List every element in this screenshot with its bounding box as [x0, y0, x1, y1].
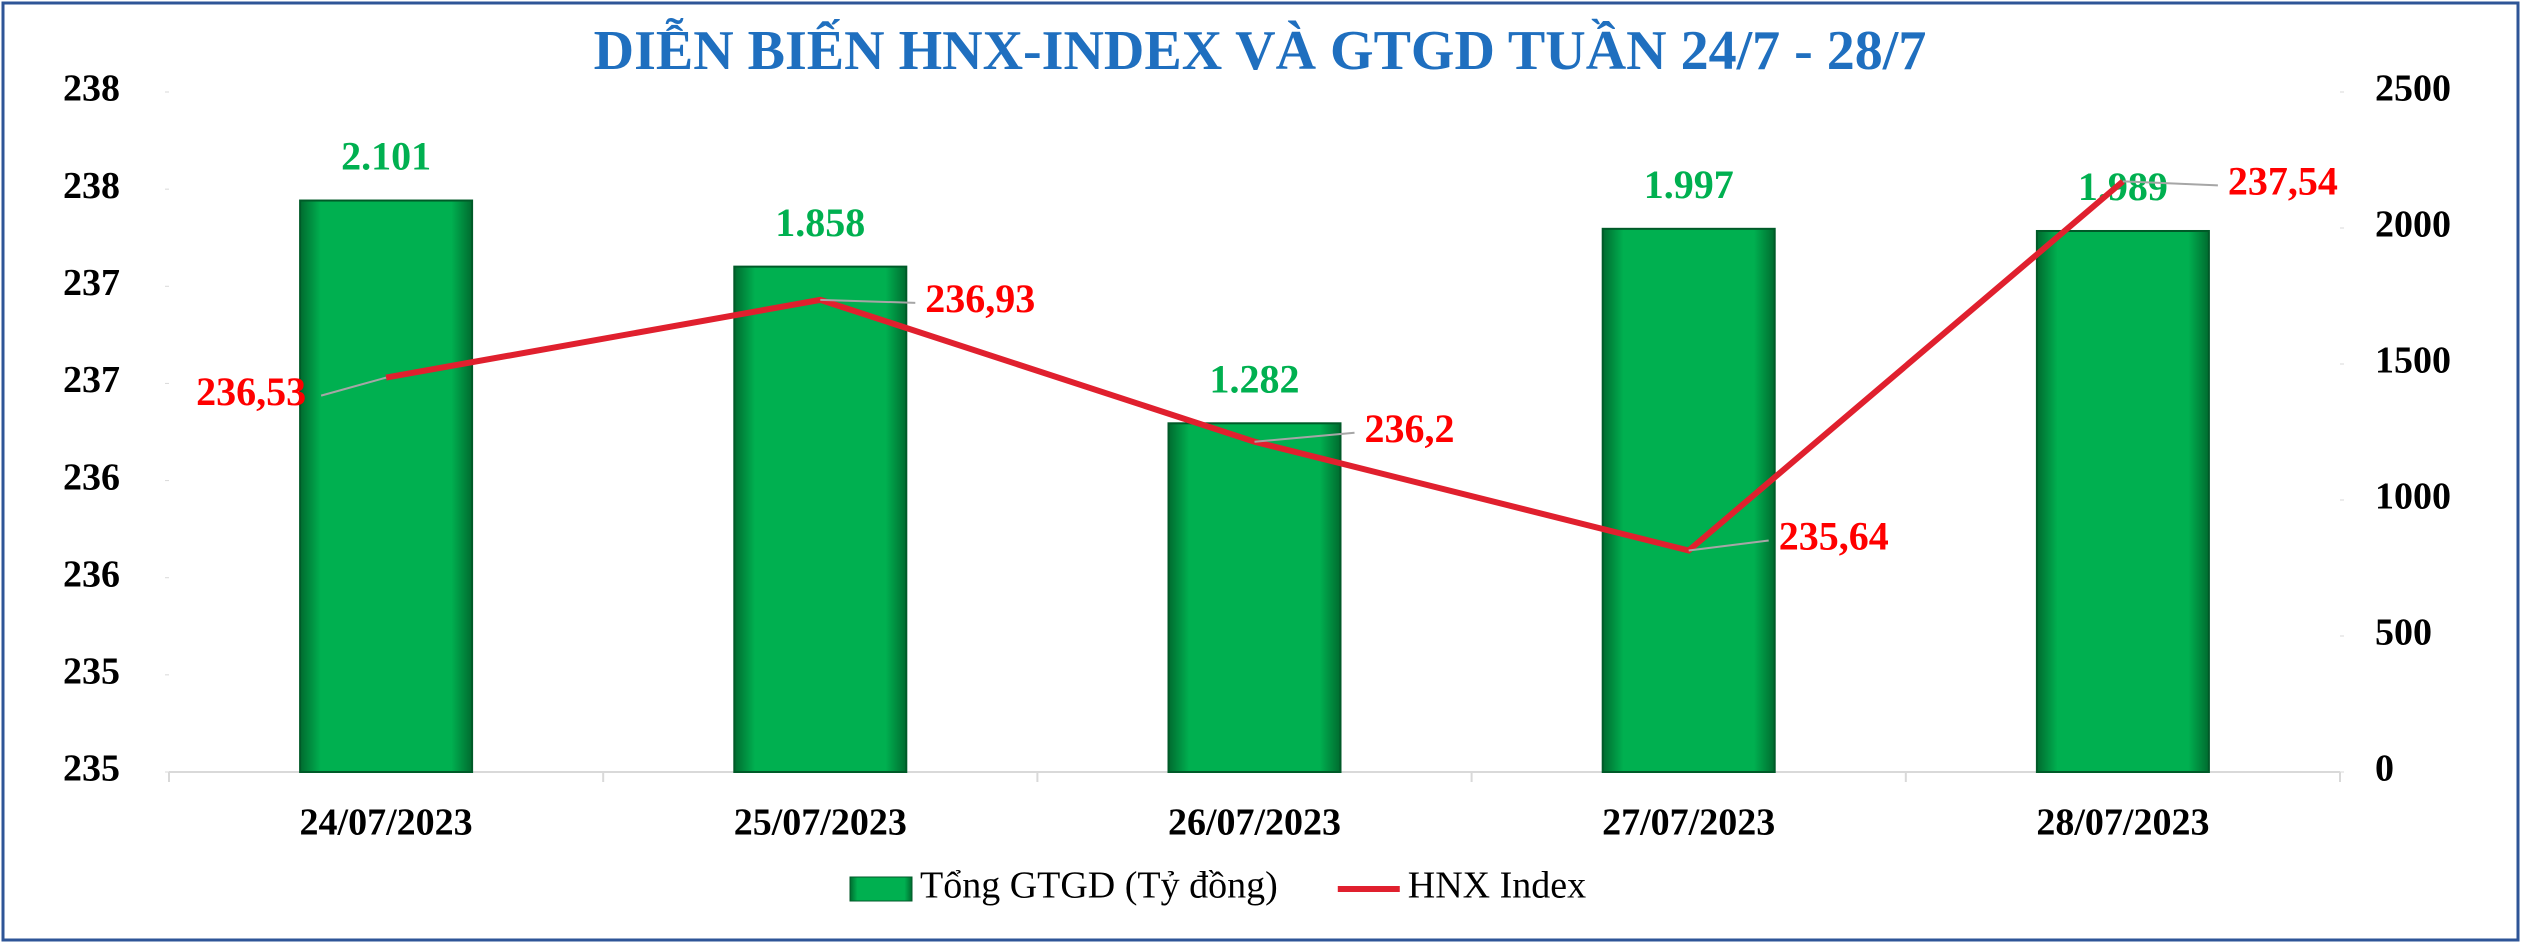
- legend-label: HNX Index: [1408, 865, 1586, 907]
- y-tick-label: 237: [63, 359, 120, 401]
- y-tick-label: 235: [63, 748, 120, 790]
- leader-line: [820, 298, 916, 304]
- line-value-label: 236,93: [925, 276, 1035, 321]
- chart-title: DIỄN BIẾN HNX-INDEX VÀ GTGD TUẦN 24/7 - …: [594, 17, 1927, 82]
- x-tick-label: 27/07/2023: [1602, 802, 1775, 844]
- y-tick-label: 236: [63, 456, 120, 498]
- y2-tick-label: 2000: [2375, 204, 2451, 246]
- line-value-label: 235,64: [1779, 514, 1889, 559]
- leader-line: [2122, 180, 2218, 187]
- leader-line: [1254, 431, 1355, 443]
- x-tick-label: 24/07/2023: [300, 802, 473, 844]
- y-tick-label: 238: [63, 68, 120, 110]
- bar: [299, 199, 474, 773]
- leader-line: [320, 376, 387, 397]
- x-tick-label: 28/07/2023: [2036, 802, 2209, 844]
- y2-tick-label: 500: [2375, 612, 2432, 654]
- bar-value-label: 1.282: [1210, 356, 1300, 401]
- x-tick-label: 26/07/2023: [1168, 802, 1341, 844]
- leader-line: [1688, 539, 1769, 552]
- y-tick-label: 236: [63, 553, 120, 595]
- legend-swatch: [849, 876, 913, 902]
- bar: [1167, 422, 1342, 773]
- y2-tick-label: 1000: [2375, 476, 2451, 518]
- x-tick-label: 25/07/2023: [734, 802, 907, 844]
- bar-value-label: 1.989: [2078, 164, 2168, 209]
- y2-tick-label: 0: [2375, 748, 2394, 790]
- bar-value-label: 2.101: [341, 134, 431, 179]
- legend-label: Tổng GTGD (Tỷ đồng): [920, 865, 1278, 907]
- line-value-label: 236,53: [196, 369, 306, 414]
- y-tick-label: 235: [63, 651, 120, 693]
- y-tick-label: 237: [63, 262, 120, 304]
- bar: [733, 265, 908, 773]
- y-tick-label: 238: [63, 165, 120, 207]
- bar: [2035, 229, 2210, 773]
- bar-value-label: 1.997: [1644, 162, 1734, 207]
- bar-value-label: 1.858: [775, 200, 865, 245]
- line-value-label: 236,2: [1365, 406, 1455, 451]
- bar: [1601, 227, 1776, 774]
- y2-tick-label: 2500: [2375, 68, 2451, 110]
- y2-tick-label: 1500: [2375, 340, 2451, 382]
- line-value-label: 237,54: [2228, 159, 2338, 204]
